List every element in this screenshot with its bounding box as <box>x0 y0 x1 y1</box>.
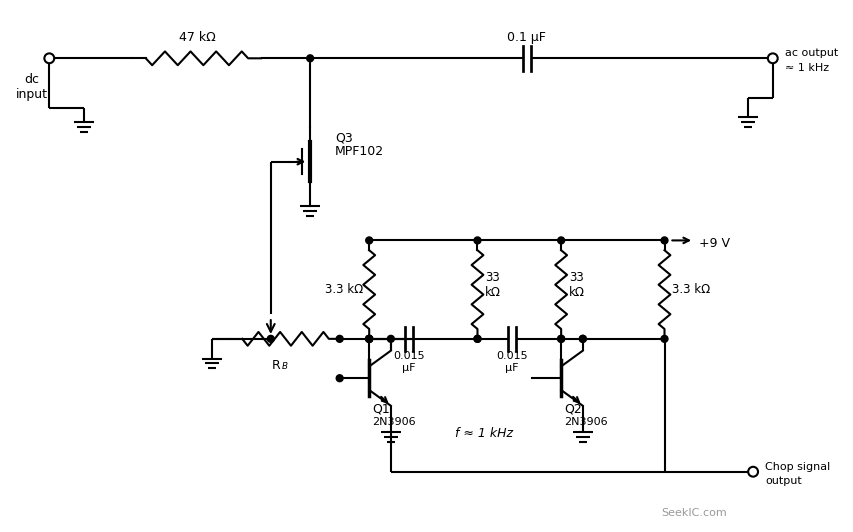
Text: μF: μF <box>505 363 518 373</box>
Text: 2N3906: 2N3906 <box>564 418 607 428</box>
Text: 0.1 μF: 0.1 μF <box>507 30 546 44</box>
Text: 0.015: 0.015 <box>392 351 424 361</box>
Text: ac output: ac output <box>784 48 837 59</box>
Circle shape <box>365 335 372 342</box>
Circle shape <box>660 237 667 244</box>
Circle shape <box>336 375 343 381</box>
Text: output: output <box>764 476 801 486</box>
Circle shape <box>365 335 372 342</box>
Text: ≈ 1 kHz: ≈ 1 kHz <box>784 63 827 73</box>
Text: SeekIC.com: SeekIC.com <box>660 508 726 518</box>
Circle shape <box>578 335 585 342</box>
Circle shape <box>660 335 667 342</box>
Text: 3.3 kΩ: 3.3 kΩ <box>671 283 710 296</box>
Circle shape <box>557 335 564 342</box>
Text: Q2: Q2 <box>564 403 581 415</box>
Text: dc
input: dc input <box>15 73 48 101</box>
Text: 33
kΩ: 33 kΩ <box>568 271 584 298</box>
Text: 2N3906: 2N3906 <box>372 418 415 428</box>
Text: μF: μF <box>402 363 415 373</box>
Circle shape <box>365 335 372 342</box>
Circle shape <box>387 335 394 342</box>
Text: 3.3 kΩ: 3.3 kΩ <box>324 283 363 296</box>
Circle shape <box>473 335 480 342</box>
Circle shape <box>578 335 585 342</box>
Circle shape <box>473 237 480 244</box>
Circle shape <box>557 335 564 342</box>
Circle shape <box>473 335 480 342</box>
Circle shape <box>267 335 274 342</box>
Text: +9 V: +9 V <box>698 237 729 250</box>
Text: f ≈ 1 kHz: f ≈ 1 kHz <box>455 427 513 440</box>
Circle shape <box>336 335 343 342</box>
Text: 33
kΩ: 33 kΩ <box>485 271 501 298</box>
Circle shape <box>306 55 313 62</box>
Circle shape <box>365 335 372 342</box>
Text: Q3: Q3 <box>334 132 352 145</box>
Text: R: R <box>271 359 280 371</box>
Circle shape <box>365 237 372 244</box>
Circle shape <box>557 237 564 244</box>
Text: $_B$: $_B$ <box>281 359 287 371</box>
Text: 0.015: 0.015 <box>496 351 527 361</box>
Text: Q1: Q1 <box>372 403 390 415</box>
Text: Chop signal: Chop signal <box>764 462 829 472</box>
Text: MPF102: MPF102 <box>334 145 384 158</box>
Text: 47 kΩ: 47 kΩ <box>178 30 215 44</box>
